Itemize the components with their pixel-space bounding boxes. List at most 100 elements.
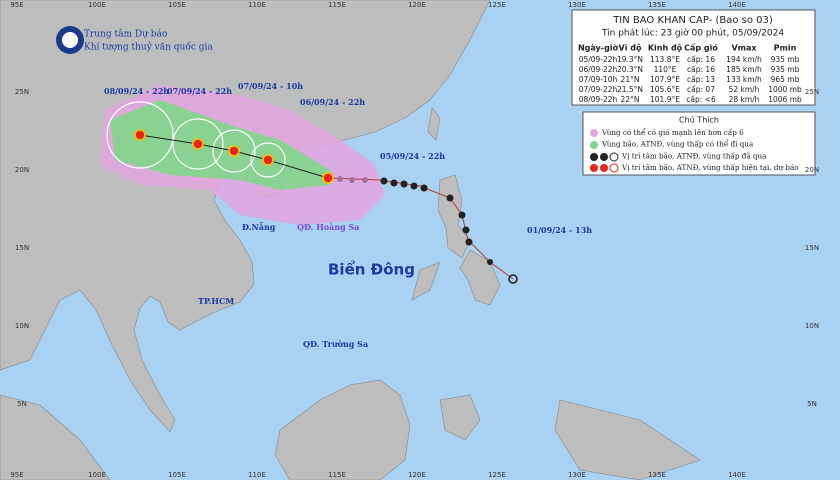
legend-item: Vị trí tâm bão, ATNĐ, vùng thấp hiện tại… bbox=[621, 163, 799, 172]
lat-label: 5N bbox=[17, 400, 27, 408]
bulletin-box bbox=[571, 9, 816, 106]
lon-label: 125E bbox=[488, 471, 506, 479]
place-label: Đ.Nẵng bbox=[242, 222, 276, 232]
track-label: 07/09/24 - 10h bbox=[238, 81, 303, 91]
column-header: Pmin bbox=[774, 44, 797, 53]
table-cell: 07/09-22h bbox=[579, 85, 618, 94]
track-label: 06/09/24 - 22h bbox=[300, 97, 365, 107]
forecast-positions bbox=[134, 129, 334, 184]
lat-label: 20N bbox=[805, 166, 819, 174]
table-cell: 21°N bbox=[621, 75, 640, 84]
forecast-circles bbox=[106, 101, 286, 178]
lon-label: 125E bbox=[488, 1, 506, 9]
lat-label: 10N bbox=[15, 322, 29, 330]
lat-label: 5N bbox=[807, 400, 817, 408]
table-cell: 110°E bbox=[654, 65, 677, 74]
table-cell: 1006 mb bbox=[768, 95, 802, 104]
legend-box bbox=[582, 111, 816, 176]
lon-label: 100E bbox=[88, 471, 106, 479]
column-header: Vmax bbox=[731, 44, 757, 53]
lat-label: 15N bbox=[805, 244, 819, 252]
column-header: Vĩ độ bbox=[619, 44, 642, 53]
legend-item: Vị trí tâm bão, ATNĐ, vùng thấp đã qua bbox=[621, 151, 767, 160]
track-label: 08/09/24 - 22h bbox=[104, 86, 169, 96]
table-cell: 935 mb bbox=[771, 55, 800, 64]
lon-label: 100E bbox=[88, 1, 106, 9]
table-cell: 05/09-22h bbox=[579, 55, 618, 64]
lon-label: 135E bbox=[648, 1, 666, 9]
table-cell: 06/09-22h bbox=[579, 65, 618, 74]
table-cell: cấp: 16 bbox=[687, 55, 715, 64]
sumatra bbox=[0, 394, 111, 481]
lon-label: 135E bbox=[648, 471, 666, 479]
table-cell: cấp: 13 bbox=[687, 75, 715, 84]
taiwan bbox=[427, 107, 441, 141]
place-label: Biển Đông bbox=[328, 260, 415, 279]
legend-title: Chú Thích bbox=[679, 116, 719, 125]
table-cell: 52 km/h bbox=[729, 85, 760, 94]
past-positions bbox=[337, 176, 518, 284]
borneo bbox=[274, 379, 411, 481]
table-cell: 19.3°N bbox=[617, 55, 643, 64]
table-cell: 28 km/h bbox=[729, 95, 760, 104]
logo bbox=[56, 26, 84, 54]
place-label: QĐ. Hoàng Sa bbox=[297, 222, 359, 232]
track-label: 07/09/24 - 22h bbox=[167, 86, 232, 96]
column-header: Cấp gió bbox=[684, 43, 718, 53]
lon-label: 105E bbox=[168, 1, 186, 9]
lon-label: 130E bbox=[568, 1, 586, 9]
column-header: Kinh độ bbox=[648, 44, 683, 53]
table-cell: cấp: <6 bbox=[686, 95, 716, 104]
place-label: QĐ. Trường Sa bbox=[303, 339, 368, 349]
table-cell: 08/09-22h bbox=[579, 95, 618, 104]
table-cell: cấp: 16 bbox=[687, 65, 715, 74]
table-cell: 185 km/h bbox=[726, 65, 762, 74]
table-cell: 965 mb bbox=[771, 75, 800, 84]
column-header: Ngày-giờ bbox=[578, 43, 619, 53]
table-cell: 22°N bbox=[621, 95, 640, 104]
org-name: Trung tâm Dự báo bbox=[84, 29, 167, 40]
bulletin-issued: Tin phát lúc: 23 giờ 00 phút, 05/09/2024 bbox=[601, 28, 784, 39]
lon-label: 120E bbox=[408, 471, 426, 479]
lon-label: 115E bbox=[328, 471, 346, 479]
philippines bbox=[411, 174, 501, 306]
lon-label: 140E bbox=[728, 1, 746, 9]
table-cell: 20.3°N bbox=[617, 65, 643, 74]
table-cell: 1000 mb bbox=[768, 85, 802, 94]
lon-label: 120E bbox=[408, 1, 426, 9]
lon-label: 110E bbox=[248, 471, 266, 479]
bulletin-title: TIN BAO KHAN CAP- (Bao so 03) bbox=[612, 15, 773, 26]
lon-label: 130E bbox=[568, 471, 586, 479]
table-cell: 21.5°N bbox=[617, 85, 643, 94]
lon-label: 95E bbox=[10, 471, 23, 479]
lon-label: 95E bbox=[10, 1, 23, 9]
legend-symbols bbox=[590, 129, 619, 173]
lat-label: 25N bbox=[805, 88, 819, 96]
table-cell: 194 km/h bbox=[726, 55, 762, 64]
lat-label: 10N bbox=[805, 322, 819, 330]
lat-label: 15N bbox=[15, 244, 29, 252]
track-label: 01/09/24 - 13h bbox=[527, 225, 592, 235]
table-cell: cấp: 07 bbox=[687, 85, 715, 94]
table-cell: 101.9°E bbox=[650, 95, 680, 104]
lon-label: 110E bbox=[248, 1, 266, 9]
lon-label: 115E bbox=[328, 1, 346, 9]
lon-label: 140E bbox=[728, 471, 746, 479]
lat-label: 20N bbox=[15, 166, 29, 174]
table-cell: 935 mb bbox=[771, 65, 800, 74]
table-cell: 105.6°E bbox=[650, 85, 680, 94]
place-label: TP.HCM bbox=[198, 296, 234, 306]
legend-item: Vùng có thể có gió mạnh lên hơn cấp 6 bbox=[601, 128, 744, 137]
table-cell: 107.9°E bbox=[650, 75, 680, 84]
table-cell: 133 km/h bbox=[726, 75, 762, 84]
table-cell: 113.8°E bbox=[650, 55, 680, 64]
danger-zone bbox=[110, 100, 330, 190]
track-label: 05/09/24 - 22h bbox=[380, 151, 445, 161]
lon-label: 105E bbox=[168, 471, 186, 479]
legend-item: Vùng bão, ATNĐ, vùng thấp có thể đi qua bbox=[601, 140, 754, 149]
table-cell: 07/09-10h bbox=[579, 75, 618, 84]
lat-label: 25N bbox=[15, 88, 29, 96]
org-name: Khí tượng thuỷ văn quốc gia bbox=[84, 42, 213, 53]
